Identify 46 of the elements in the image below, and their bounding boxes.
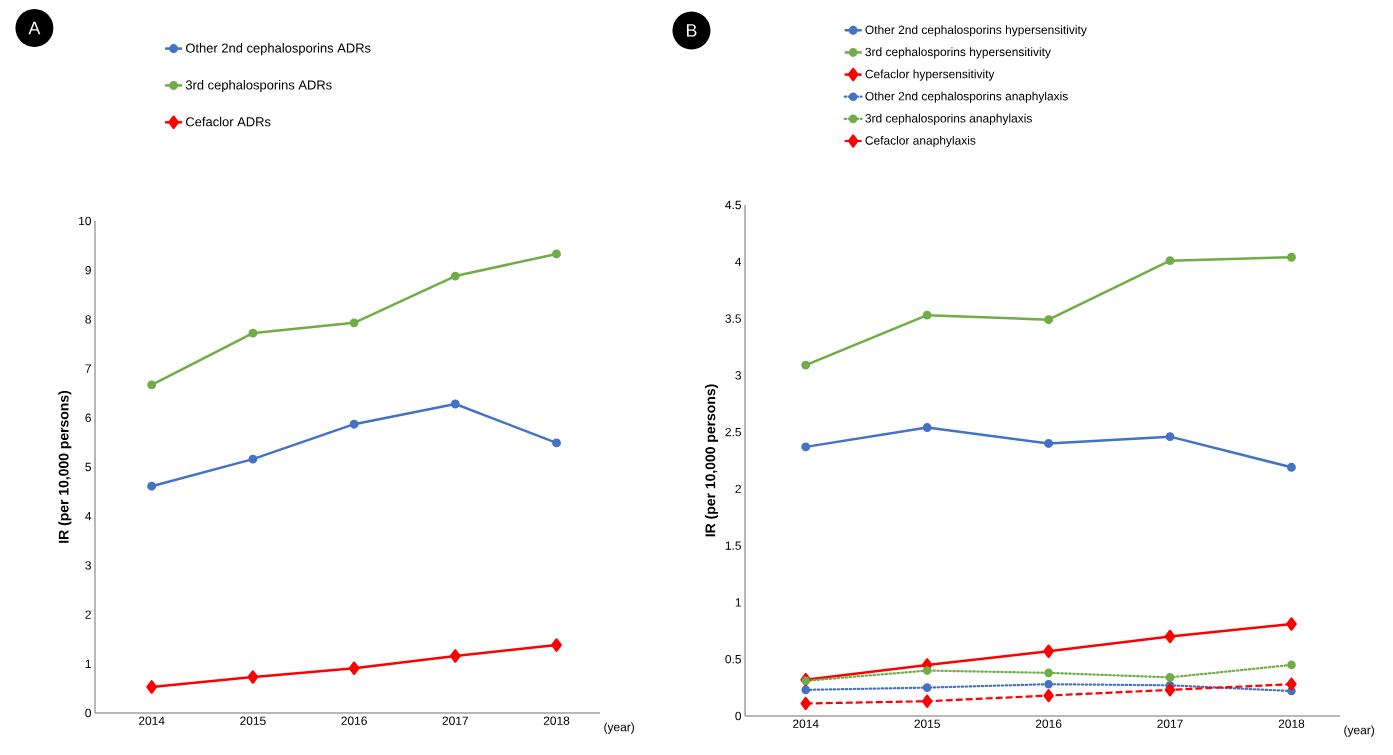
- y-tick-label: 3: [735, 371, 741, 380]
- y-tick-label: 10: [79, 216, 92, 226]
- y-tick-label: 4.5: [725, 200, 741, 210]
- y-tick-label: 2: [735, 484, 741, 494]
- x-axis-title: (year): [1344, 725, 1375, 737]
- x-tick-label: 2015: [240, 716, 266, 725]
- y-tick-label: 9: [85, 265, 91, 275]
- x-tick-label: 2017: [442, 716, 468, 725]
- y-tick-label: 0: [85, 708, 92, 718]
- y-tick-label: 3.5: [725, 314, 741, 323]
- y-tick-label: 7: [85, 364, 91, 373]
- y-tick-label: 4: [85, 512, 92, 521]
- y-tick-label: 2: [85, 610, 91, 619]
- legend-label: 3rd cephalosporins anaphylaxis: [865, 113, 1032, 125]
- y-tick-label: 5: [85, 462, 91, 472]
- x-axis-title: (year): [604, 722, 635, 734]
- y-tick-label: 4: [735, 257, 742, 266]
- legend-label: Other 2nd cephalosporins ADRs: [185, 43, 371, 56]
- y-tick-label: 0.5: [725, 654, 741, 664]
- y-tick-label: 1: [735, 598, 741, 607]
- legend-label: Other 2nd cephalosporins anaphylaxis: [865, 91, 1068, 103]
- y-tick-label: 8: [85, 315, 91, 324]
- y-axis-title: IR (per 10,000 persons): [705, 384, 719, 537]
- y-tick-label: 6: [85, 413, 91, 423]
- x-tick-label: 2016: [341, 716, 367, 725]
- y-axis-title: IR (per 10,000 persons): [58, 390, 72, 543]
- legend-label: 3rd cephalosporins ADRs: [185, 79, 332, 93]
- legend-label: Other 2nd cephalosporins hypersensitivity: [865, 25, 1087, 37]
- legend-label: Cefaclor hypersensitivity: [865, 69, 995, 81]
- y-tick-label: 1.5: [725, 541, 741, 550]
- y-tick-label: 3: [85, 561, 91, 570]
- x-tick-label: 2014: [138, 716, 165, 725]
- x-tick-label: 2015: [914, 719, 940, 728]
- x-tick-label: 2016: [1035, 719, 1062, 728]
- x-tick-label: 2018: [1278, 719, 1305, 728]
- chart-title: A: [28, 21, 41, 35]
- y-tick-label: 2.5: [725, 427, 741, 437]
- x-tick-label: 2014: [793, 719, 819, 728]
- x-tick-label: 2018: [543, 716, 570, 725]
- legend-label: 3rd cephalosporins hypersensitivity: [865, 47, 1051, 59]
- x-tick-label: 2017: [1157, 719, 1183, 728]
- chart-title: B: [686, 24, 697, 37]
- y-tick-label: 1: [85, 659, 91, 668]
- legend-label: Cefaclor ADRs: [186, 116, 271, 127]
- y-tick-label: 0: [735, 711, 742, 721]
- legend-label: Cefaclor anaphylaxis: [865, 135, 976, 148]
